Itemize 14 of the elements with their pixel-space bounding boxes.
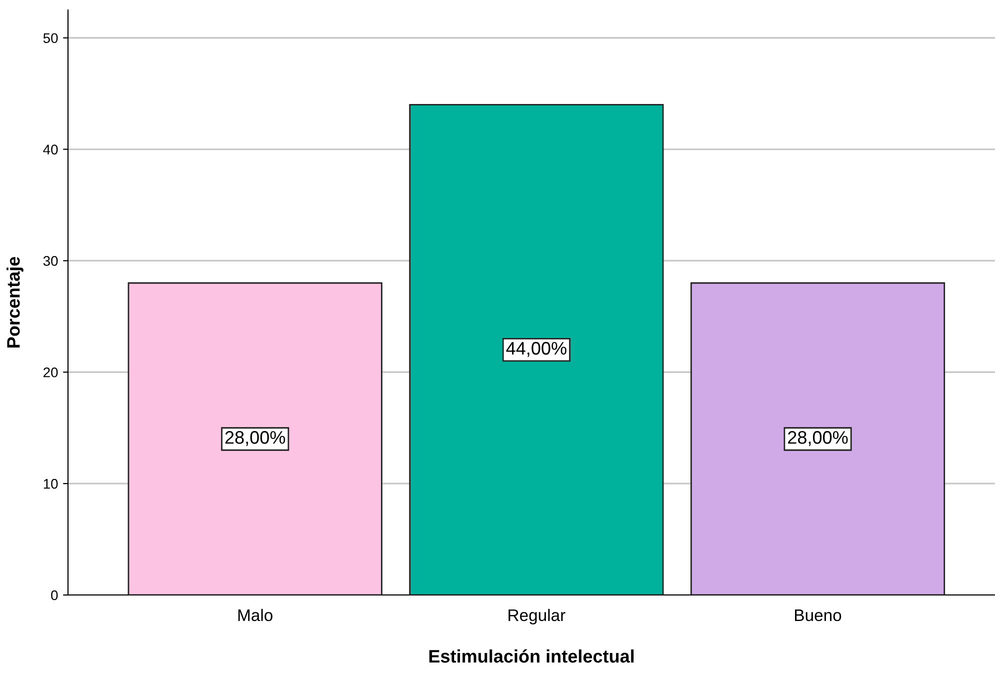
x-axis-title: Estimulación intelectual bbox=[429, 649, 634, 663]
y-tick-label: 50 bbox=[43, 33, 58, 44]
y-axis-title: Porcentaje bbox=[6, 256, 24, 348]
y-tick-label: 30 bbox=[43, 256, 58, 266]
y-tick-label: 40 bbox=[43, 144, 58, 154]
x-tick-label: Malo bbox=[238, 608, 272, 622]
y-tick-label: 0 bbox=[51, 590, 58, 600]
y-tick-label: 10 bbox=[44, 478, 58, 489]
data-label: 44,00% bbox=[506, 342, 566, 357]
y-tick-label: 20 bbox=[44, 367, 58, 378]
data-label: 28,00% bbox=[788, 431, 848, 446]
x-tick-label: Regular bbox=[508, 608, 566, 624]
data-label: 28,00% bbox=[225, 431, 286, 446]
x-tick-label: Bueno bbox=[795, 610, 842, 622]
